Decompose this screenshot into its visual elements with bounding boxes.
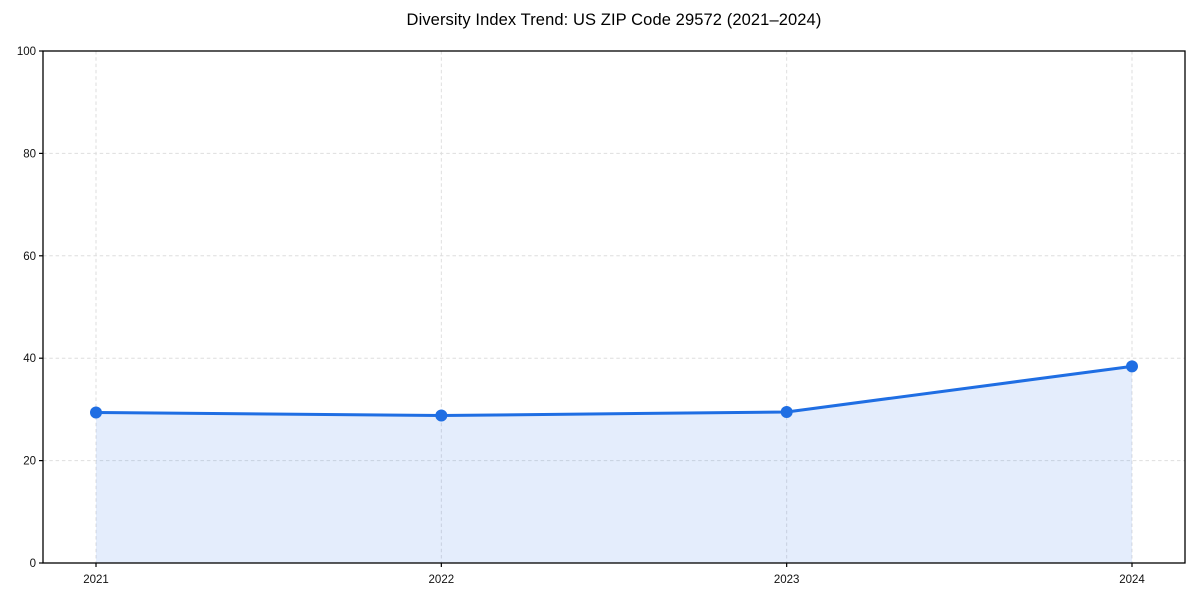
trend-line xyxy=(94,364,1134,418)
area-fill xyxy=(96,366,1132,563)
plot-border xyxy=(42,50,1186,564)
y-tick-label: 100 xyxy=(17,46,36,58)
y-tick-label: 60 xyxy=(23,251,36,263)
y-tick-label: 40 xyxy=(23,353,36,365)
y-tick-label: 80 xyxy=(23,148,36,160)
x-tick-label: 2022 xyxy=(429,574,455,586)
y-tick-label: 20 xyxy=(23,456,36,468)
data-point-2021 xyxy=(90,406,102,419)
chart-title: Diversity Index Trend: US ZIP Code 29572… xyxy=(406,11,822,29)
x-tick-label: 2021 xyxy=(83,574,109,586)
y-tick-label: 0 xyxy=(30,558,36,570)
data-point-2022 xyxy=(435,409,448,422)
data-point-2023 xyxy=(780,405,793,418)
x-tick-label: 2023 xyxy=(774,574,800,586)
data-point-2024 xyxy=(1126,360,1138,373)
x-tick-label: 2024 xyxy=(1119,574,1145,586)
